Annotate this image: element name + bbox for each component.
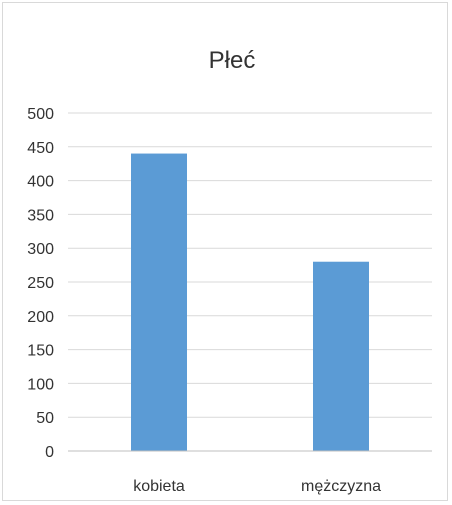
y-tick-label: 150 [27, 343, 54, 360]
bar-mezczyzna [313, 261, 369, 451]
x-axis-categories: kobieta mężczyzna [133, 478, 381, 495]
y-tick-label: 100 [27, 376, 54, 393]
y-tick-label: 350 [27, 207, 54, 224]
y-tick-label: 50 [36, 410, 54, 427]
bars [131, 153, 369, 451]
chart-title: Płeć [209, 47, 256, 74]
y-tick-label: 250 [27, 275, 54, 292]
y-axis-ticks: 0 50 100 150 200 250 300 350 400 450 500 [27, 106, 54, 461]
y-tick-label: 0 [45, 444, 54, 461]
chart-frame [2, 2, 448, 501]
gridlines [68, 112, 432, 418]
y-tick-label: 200 [27, 309, 54, 326]
x-category-label: kobieta [133, 478, 185, 495]
y-tick-label: 500 [27, 106, 54, 123]
bar-kobieta [131, 153, 187, 451]
y-tick-label: 300 [27, 241, 54, 258]
y-tick-label: 400 [27, 174, 54, 191]
x-category-label: mężczyzna [301, 478, 381, 495]
y-tick-label: 450 [27, 140, 54, 157]
